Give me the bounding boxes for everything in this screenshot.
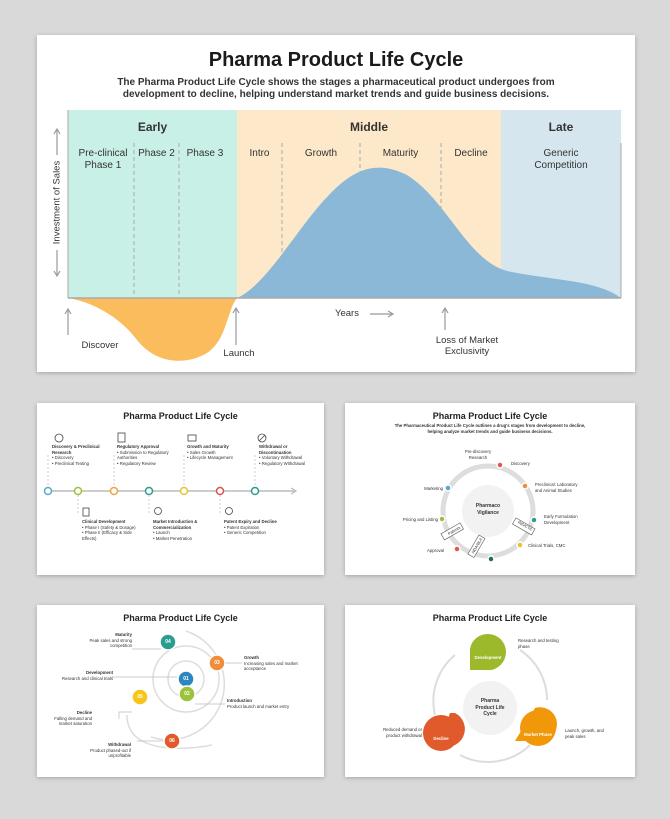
petal-graphic xyxy=(423,634,557,763)
phase-generic: Generic Competition xyxy=(534,148,588,171)
t3-item-4: Maturity Peak sales and strong competitio… xyxy=(89,632,132,649)
t1-item-7: Patent Expiry and Decline • Patent Expira… xyxy=(224,519,277,536)
main-subtitle-1: The Pharma Product Life Cycle shows the … xyxy=(117,77,555,88)
t2-label-4: Early Formulation Development xyxy=(544,514,578,525)
phase-intro: Intro xyxy=(249,148,270,159)
t4-petal-label-1: Development xyxy=(474,655,502,660)
t2-label-6: Approval xyxy=(427,548,444,553)
t3-num-1: 01 xyxy=(183,676,189,682)
thumb2-subtitle-1: The Pharmaceutical Product Life Cycle ou… xyxy=(394,423,586,428)
thumb-spiral[interactable]: Pharma Product Life Cycle 01 02 03 04 05 xyxy=(37,605,324,777)
stage-early: Early xyxy=(137,120,168,134)
t3-num-3: 03 xyxy=(214,660,220,666)
main-slide: Pharma Product Life Cycle The Pharma Pro… xyxy=(37,35,635,372)
loss-label: Loss of Market Exclusivity xyxy=(435,335,499,358)
t1-item-6: Market Introduction & Commercialization •… xyxy=(153,519,198,541)
t4-desc-1: Research and testing phase xyxy=(518,638,559,649)
t1-item-3: Growth and Maturity • Sales Growth • Lifec… xyxy=(187,444,233,461)
t2-label-8: Marketing xyxy=(424,486,443,491)
t2-label-5: Clinical Trials, CMC xyxy=(528,543,566,548)
x-axis-label: Years xyxy=(335,308,359,319)
t3-num-6: 06 xyxy=(169,738,175,744)
early-zone xyxy=(68,110,237,298)
thumb1-title: Pharma Product Life Cycle xyxy=(123,411,238,421)
thumb-circular[interactable]: Pharma Product Life Cycle The Pharmaceut… xyxy=(345,403,635,575)
t3-item-2: Introduction Product launch and market en… xyxy=(227,698,290,709)
lifecycle-chart xyxy=(53,110,622,361)
main-subtitle-2: development to decline, helping understa… xyxy=(122,89,550,100)
t2-label-3: Preclinical: Laboratory and Animal Studi… xyxy=(535,482,578,493)
t1-item-1: Discovery & Preclinical Research • Discov… xyxy=(52,444,100,466)
t3-item-1: Development Research and clinical trials xyxy=(61,670,113,681)
t1-item-4: Withdrawal or Discontinuation • Voluntary… xyxy=(259,444,305,466)
phase-decline: Decline xyxy=(454,148,488,159)
thumb-petals[interactable]: Pharma Product Life Cycle Pharma Product… xyxy=(345,605,635,777)
t3-item-3: Growth Increasing sales and market accept… xyxy=(244,655,298,672)
stage-late: Late xyxy=(548,120,574,134)
t2-label-1: Pre-discovery Research xyxy=(464,449,492,460)
t4-petal-label-2: Market Phase xyxy=(524,732,552,737)
thumb2-subtitle-2: helping analyze market trends and guide … xyxy=(427,429,553,434)
phase-preclinical: Pre-clinical Phase 1 xyxy=(78,148,128,171)
t3-num-2: 02 xyxy=(184,691,190,697)
thumb-timeline[interactable]: Pharma Product Life Cycle xyxy=(37,403,324,575)
timeline-graphic xyxy=(43,432,298,517)
thumb4-title: Pharma Product Life Cycle xyxy=(432,613,548,623)
spiral-graphic xyxy=(112,630,242,750)
t2-center: Pharmaco Vigilance xyxy=(475,503,501,516)
phase-maturity: Maturity xyxy=(382,148,419,159)
investment-dip xyxy=(68,298,237,361)
t3-num-4: 04 xyxy=(165,639,171,645)
t4-desc-3: Reduced demand or product withdrawal xyxy=(383,727,422,738)
t3-num-5: 05 xyxy=(137,694,143,700)
t3-item-6: Withdrawal Product phased-out if unprofit… xyxy=(90,742,131,759)
t4-center: Pharma Product Life Cycle xyxy=(475,698,505,717)
circular-graphic xyxy=(438,461,538,563)
late-zone xyxy=(501,110,621,298)
t1-item-5: Clinical Development • Phase I (Safety & … xyxy=(82,519,136,541)
launch-label: Launch xyxy=(223,348,255,359)
y-arrows xyxy=(53,127,61,278)
t3-item-5: Decline Falling demand and market saturat… xyxy=(54,710,92,727)
discover-label: Discover xyxy=(81,340,119,351)
phase-2: Phase 2 xyxy=(138,148,175,159)
t1-item-2: Regulatory Approval • Submission to Regul… xyxy=(117,444,169,466)
sales-curve xyxy=(237,167,621,298)
stage-middle: Middle xyxy=(350,120,388,134)
thumb2-title: Pharma Product Life Cycle xyxy=(432,411,548,421)
thumb3-title: Pharma Product Life Cycle xyxy=(123,613,238,623)
phase-3: Phase 3 xyxy=(186,148,224,159)
t4-petal-label-3: Decline xyxy=(433,736,449,741)
y-axis-label: Investment of Sales xyxy=(51,160,63,245)
t2-label-7: Pricing and Listing xyxy=(402,517,438,522)
phase-growth: Growth xyxy=(304,148,338,159)
main-title: Pharma Product Life Cycle xyxy=(208,49,464,71)
annotation-arrows xyxy=(64,306,449,345)
t4-desc-2: Launch, growth, and peak sales xyxy=(565,728,604,739)
t4-center-circle xyxy=(463,681,517,735)
t2-label-2: Discovery xyxy=(511,461,530,466)
